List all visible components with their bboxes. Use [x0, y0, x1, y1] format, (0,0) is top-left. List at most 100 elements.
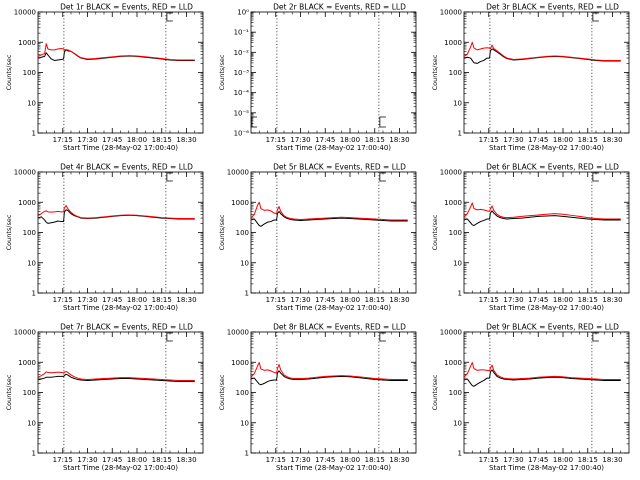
y-tick-label: 10000 — [440, 329, 462, 337]
y-tick-label: 1000 — [18, 199, 36, 207]
events-series-line — [37, 49, 195, 61]
state-bracket-marker — [166, 172, 173, 182]
plot-frame — [463, 171, 630, 294]
x-tick-label: 17:30 — [77, 136, 97, 144]
x-tick-label: 17:15 — [53, 296, 73, 304]
lld-series-line — [37, 205, 195, 220]
lld-series-line — [463, 41, 621, 61]
x-tick-label: 18:00 — [127, 456, 147, 464]
y-tick-label: 10000 — [14, 329, 36, 337]
y-axis-label: Counts/sec — [218, 374, 226, 410]
y-tick-label: 10 — [453, 259, 462, 267]
y-tick-label: 1 — [458, 290, 462, 298]
x-tick-label: 18:00 — [553, 456, 573, 464]
lld-series-line — [250, 362, 408, 380]
x-tick-label: 17:45 — [528, 296, 548, 304]
plot-frame — [463, 11, 630, 134]
y-tick-label: 10000 — [14, 169, 36, 177]
y-axis-label: Counts/sec — [5, 214, 13, 250]
y-tick-label: 10⁻⁵ — [234, 109, 250, 117]
y-tick-label: 1000 — [18, 359, 36, 367]
y-tick-label: 100 — [236, 389, 249, 397]
x-tick-label: 18:30 — [176, 136, 196, 144]
y-tick-label: 1000 — [444, 39, 462, 47]
x-tick-label: 18:30 — [176, 456, 196, 464]
x-tick-label: 18:30 — [602, 296, 622, 304]
y-tick-label: 1 — [458, 130, 462, 138]
y-tick-label: 1 — [458, 450, 462, 458]
y-tick-label: 100 — [23, 69, 36, 77]
x-tick-label: 17:45 — [528, 456, 548, 464]
x-tick-label: 18:15 — [152, 136, 172, 144]
x-tick-label: 17:30 — [77, 456, 97, 464]
x-tick-label: 17:15 — [479, 296, 499, 304]
events-series-line — [37, 373, 195, 383]
y-tick-label: 100 — [236, 229, 249, 237]
y-tick-label: 10 — [240, 419, 249, 427]
panel-title: Det 5r BLACK = Events, RED = LLD — [273, 163, 406, 172]
state-bracket-marker — [592, 172, 599, 182]
y-tick-label: 10 — [453, 419, 462, 427]
x-tick-label: 17:15 — [53, 136, 73, 144]
x-axis-label: Start Time (28-May-02 17:00:40) — [489, 464, 604, 472]
y-axis-label: Counts/sec — [218, 54, 226, 90]
x-axis-label: Start Time (28-May-02 17:00:40) — [276, 304, 391, 312]
x-tick-label: 18:00 — [553, 296, 573, 304]
panel-title: Det 1r BLACK = Events, RED = LLD — [60, 3, 193, 12]
x-axis-label: Start Time (28-May-02 17:00:40) — [63, 464, 178, 472]
x-tick-label: 17:30 — [290, 456, 310, 464]
x-tick-label: 18:00 — [127, 296, 147, 304]
x-axis-label: Start Time (28-May-02 17:00:40) — [276, 464, 391, 472]
y-tick-label: 10000 — [14, 9, 36, 17]
x-tick-label: 17:15 — [266, 136, 286, 144]
x-tick-label: 17:30 — [503, 136, 523, 144]
y-tick-label: 1000 — [444, 199, 462, 207]
plot-frame — [37, 171, 204, 294]
x-tick-label: 18:00 — [553, 136, 573, 144]
panel-title: Det 3r BLACK = Events, RED = LLD — [486, 3, 619, 12]
x-tick-label: 17:15 — [53, 456, 73, 464]
state-bracket-marker — [592, 12, 599, 22]
y-tick-label: 1000 — [231, 199, 249, 207]
x-tick-label: 18:15 — [578, 136, 598, 144]
panel-title: Det 6r BLACK = Events, RED = LLD — [486, 163, 619, 172]
y-tick-label: 1000 — [231, 359, 249, 367]
panel-title: Det 2r BLACK = Events, RED = LLD — [273, 3, 406, 12]
y-tick-label: 10 — [27, 99, 36, 107]
plot-frame — [250, 11, 417, 134]
y-tick-label: 10 — [27, 259, 36, 267]
y-tick-label: 1 — [32, 290, 36, 298]
panel-title: Det 4r BLACK = Events, RED = LLD — [60, 163, 193, 172]
plot-frame — [250, 331, 417, 454]
y-tick-label: 10⁰ — [237, 9, 249, 17]
y-tick-label: 10⁻² — [234, 49, 250, 57]
x-tick-label: 18:30 — [176, 296, 196, 304]
y-tick-label: 10000 — [440, 169, 462, 177]
x-tick-label: 18:15 — [365, 296, 385, 304]
y-tick-label: 10⁻³ — [234, 69, 250, 77]
y-tick-label: 1 — [32, 450, 36, 458]
x-tick-label: 18:30 — [389, 296, 409, 304]
y-tick-label: 1 — [245, 450, 249, 458]
x-tick-label: 17:30 — [77, 296, 97, 304]
x-tick-label: 18:15 — [578, 456, 598, 464]
lld-series-line — [37, 370, 195, 381]
y-tick-label: 100 — [449, 229, 462, 237]
lld-series-line — [463, 202, 621, 220]
y-tick-label: 10 — [240, 259, 249, 267]
y-tick-label: 10 — [453, 99, 462, 107]
y-axis-label: Counts/sec — [5, 374, 13, 410]
y-tick-label: 100 — [449, 389, 462, 397]
x-tick-label: 18:00 — [340, 136, 360, 144]
panel-1: Det 1r BLACK = Events, RED = LLD 1 10 100 10… — [5, 3, 204, 152]
lld-series-line — [463, 362, 621, 380]
x-tick-label: 18:30 — [389, 456, 409, 464]
x-axis-label: Start Time (28-May-02 17:00:40) — [63, 304, 178, 312]
x-axis-label: Start Time (28-May-02 17:00:40) — [276, 144, 391, 152]
x-tick-label: 18:00 — [340, 456, 360, 464]
panel-2: Det 2r BLACK = Events, RED = LLD 10⁻⁶ 10⁻⁵… — [218, 3, 417, 152]
state-bracket-marker — [251, 116, 257, 128]
x-axis-label: Start Time (28-May-02 17:00:40) — [489, 304, 604, 312]
panel-9: Det 9r BLACK = Events, RED = LLD 1 10 100 10… — [431, 323, 630, 472]
